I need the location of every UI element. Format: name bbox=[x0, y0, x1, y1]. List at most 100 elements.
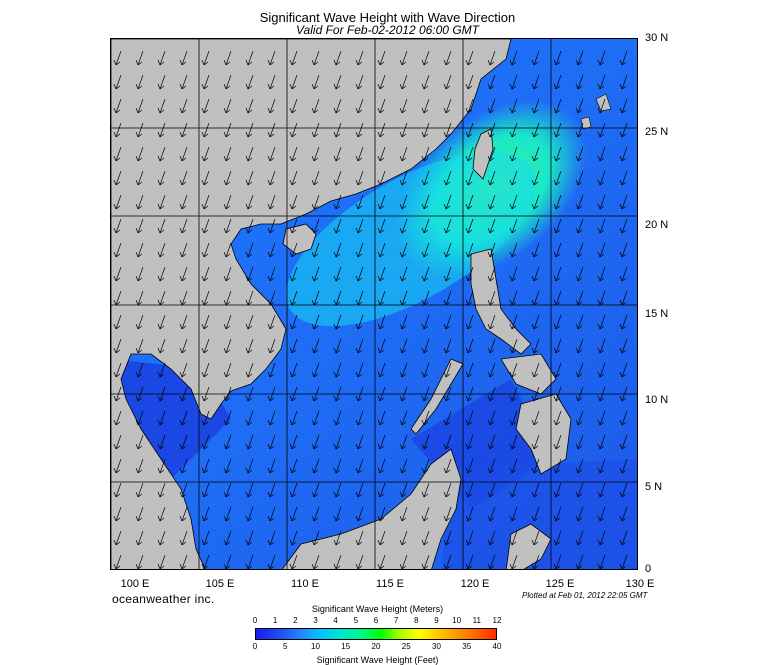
wave-arrow bbox=[487, 314, 496, 330]
wave-map bbox=[110, 38, 638, 570]
wave-arrow bbox=[157, 266, 166, 282]
wave-arrow bbox=[487, 146, 496, 162]
wave-arrow bbox=[509, 530, 518, 546]
wave-arrow bbox=[333, 386, 342, 402]
wave-arrow bbox=[575, 98, 584, 114]
lat-label-25: 25 N bbox=[645, 126, 669, 138]
wave-arrow bbox=[619, 98, 628, 114]
wave-arrow bbox=[465, 146, 474, 162]
wave-arrow bbox=[135, 482, 144, 498]
wave-arrow bbox=[597, 386, 606, 402]
wave-arrow bbox=[157, 170, 166, 186]
wave-arrow bbox=[377, 506, 386, 522]
wave-arrow bbox=[487, 434, 496, 450]
wave-arrow bbox=[399, 266, 408, 282]
wave-arrow bbox=[135, 266, 144, 282]
wave-arrow bbox=[157, 482, 166, 498]
wave-arrow bbox=[531, 170, 540, 186]
wave-arrow bbox=[487, 458, 496, 474]
wave-arrow bbox=[575, 410, 584, 426]
wave-arrow bbox=[465, 50, 474, 66]
wave-arrow bbox=[157, 194, 166, 210]
wave-arrow bbox=[113, 194, 122, 210]
wave-arrow bbox=[267, 314, 276, 330]
wave-arrow bbox=[135, 362, 144, 378]
wave-arrow bbox=[223, 194, 232, 210]
legend-feet-tick: 15 bbox=[341, 642, 351, 651]
wave-arrow bbox=[179, 146, 188, 162]
wave-direction-arrows bbox=[113, 50, 628, 569]
wave-arrow bbox=[443, 146, 452, 162]
wave-arrow bbox=[223, 218, 232, 234]
wave-arrow bbox=[553, 362, 562, 378]
wave-arrow bbox=[223, 434, 232, 450]
wave-arrow bbox=[201, 362, 210, 378]
wave-arrow bbox=[245, 434, 254, 450]
wave-arrow bbox=[355, 170, 364, 186]
wave-arrow bbox=[531, 266, 540, 282]
wave-arrow bbox=[465, 74, 474, 90]
wave-arrow bbox=[355, 74, 364, 90]
wave-arrow bbox=[531, 362, 540, 378]
wave-arrow bbox=[553, 74, 562, 90]
lon-label-130: 130 E bbox=[625, 578, 655, 590]
wave-arrow bbox=[245, 482, 254, 498]
wave-arrow bbox=[201, 146, 210, 162]
wave-arrow bbox=[289, 386, 298, 402]
wave-arrow bbox=[223, 530, 232, 546]
wave-arrow bbox=[113, 554, 122, 569]
wave-arrow bbox=[443, 554, 452, 569]
wave-arrow bbox=[377, 74, 386, 90]
wave-arrow bbox=[487, 290, 496, 306]
wave-arrow bbox=[619, 362, 628, 378]
wave-arrow bbox=[289, 170, 298, 186]
wave-arrow bbox=[553, 554, 562, 569]
wave-arrow bbox=[553, 314, 562, 330]
wave-arrow bbox=[201, 170, 210, 186]
wave-arrow bbox=[531, 554, 540, 569]
wave-arrow bbox=[509, 386, 518, 402]
wave-arrow bbox=[157, 98, 166, 114]
wave-arrow bbox=[179, 530, 188, 546]
wave-arrow bbox=[421, 74, 430, 90]
wave-arrow bbox=[157, 410, 166, 426]
wave-arrow bbox=[619, 266, 628, 282]
wave-arrow bbox=[179, 218, 188, 234]
wave-arrow bbox=[377, 266, 386, 282]
wave-arrow bbox=[487, 482, 496, 498]
wave-arrow bbox=[201, 266, 210, 282]
wave-arrow bbox=[223, 74, 232, 90]
wave-arrow bbox=[333, 482, 342, 498]
wave-arrow bbox=[377, 50, 386, 66]
wave-arrow bbox=[267, 362, 276, 378]
wave-arrow bbox=[597, 266, 606, 282]
wave-arrow bbox=[553, 434, 562, 450]
wave-arrow bbox=[245, 362, 254, 378]
wave-arrow bbox=[157, 338, 166, 354]
wave-arrow bbox=[113, 74, 122, 90]
wave-arrow bbox=[421, 122, 430, 138]
wave-arrow bbox=[509, 266, 518, 282]
wave-arrow bbox=[465, 458, 474, 474]
wave-arrow bbox=[487, 338, 496, 354]
wave-arrow bbox=[333, 170, 342, 186]
wave-arrow bbox=[377, 410, 386, 426]
wave-arrow bbox=[465, 554, 474, 569]
wave-arrow bbox=[531, 50, 540, 66]
wave-arrow bbox=[509, 314, 518, 330]
wave-arrow bbox=[597, 362, 606, 378]
wave-arrow bbox=[355, 194, 364, 210]
wave-arrow bbox=[355, 458, 364, 474]
wave-arrow bbox=[421, 530, 430, 546]
wave-arrow bbox=[421, 98, 430, 114]
wave-arrow bbox=[575, 386, 584, 402]
wave-arrow bbox=[201, 98, 210, 114]
wave-arrow bbox=[531, 458, 540, 474]
wave-arrow bbox=[443, 482, 452, 498]
wave-arrow bbox=[223, 482, 232, 498]
wave-arrow bbox=[443, 290, 452, 306]
wave-arrow bbox=[531, 218, 540, 234]
wave-arrow bbox=[223, 362, 232, 378]
wave-arrow bbox=[311, 482, 320, 498]
wave-arrow bbox=[201, 218, 210, 234]
